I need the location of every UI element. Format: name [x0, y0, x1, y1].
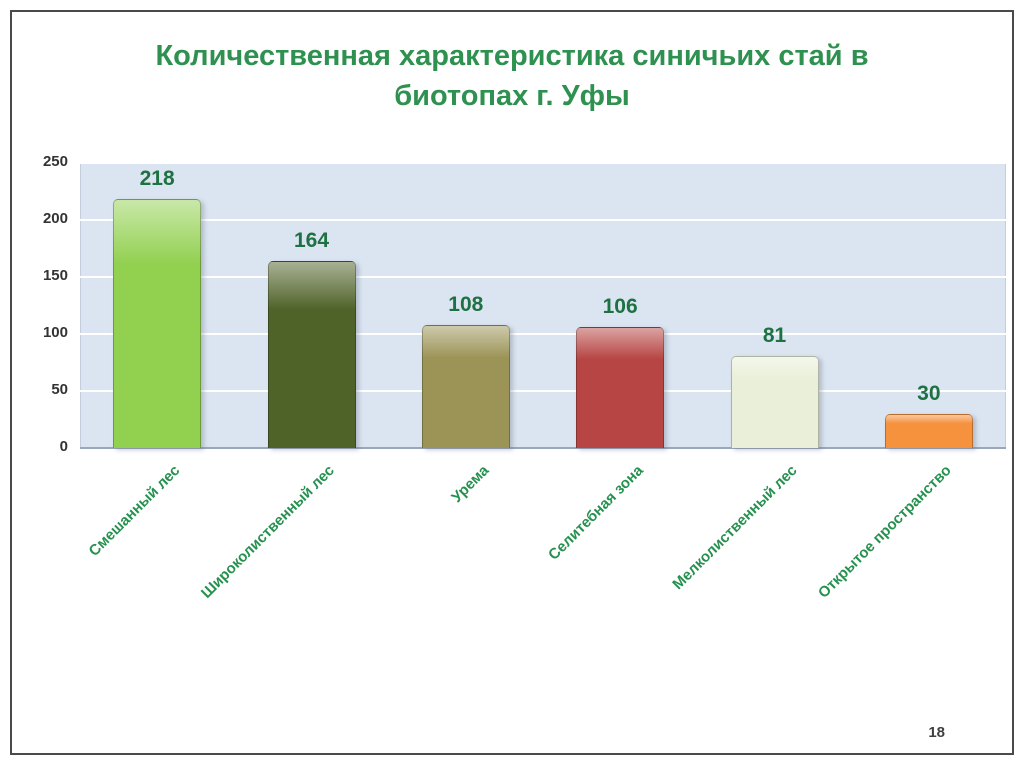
bar-value-label: 81 [762, 323, 787, 347]
bar [267, 261, 356, 448]
chart-title-line-2: биотопах г. Уфы [394, 80, 630, 113]
bar-value-label: 30 [917, 381, 941, 405]
y-tick-label: 50 [51, 381, 68, 398]
y-tick-label: 100 [42, 324, 68, 341]
bar [113, 199, 202, 448]
chart-title-line-1: Количественная характеристика синичьих с… [155, 40, 869, 72]
category-label: Селитебная зона [544, 462, 647, 564]
gridline [80, 333, 1006, 335]
y-tick-label: 150 [42, 267, 68, 284]
gridline [80, 390, 1006, 392]
page-number: 18 [928, 724, 945, 741]
category-label: Открытое пространство [815, 462, 955, 602]
bar-value-label: 108 [448, 292, 484, 316]
y-tick-label: 0 [59, 438, 68, 455]
gridline [80, 276, 1006, 278]
bar-value-label: 218 [139, 167, 175, 191]
category-label: Урема [447, 462, 492, 507]
gridline [80, 162, 1006, 164]
category-label: Широколиственный лес [197, 462, 338, 602]
category-label: Мелколиственный лес [669, 462, 801, 594]
bar-value-label: 106 [602, 295, 638, 319]
bar [421, 324, 510, 448]
chart-title: Количественная характеристика синичьих с… [52, 36, 972, 116]
bar [730, 355, 819, 448]
gridline [80, 219, 1006, 221]
y-tick-label: 250 [42, 153, 68, 170]
y-tick-label: 200 [42, 210, 68, 227]
x-axis-line [80, 447, 1006, 449]
bar [576, 327, 665, 448]
bar [884, 413, 973, 448]
category-label: Смешанный лес [85, 462, 184, 560]
bar-value-label: 164 [293, 229, 330, 253]
